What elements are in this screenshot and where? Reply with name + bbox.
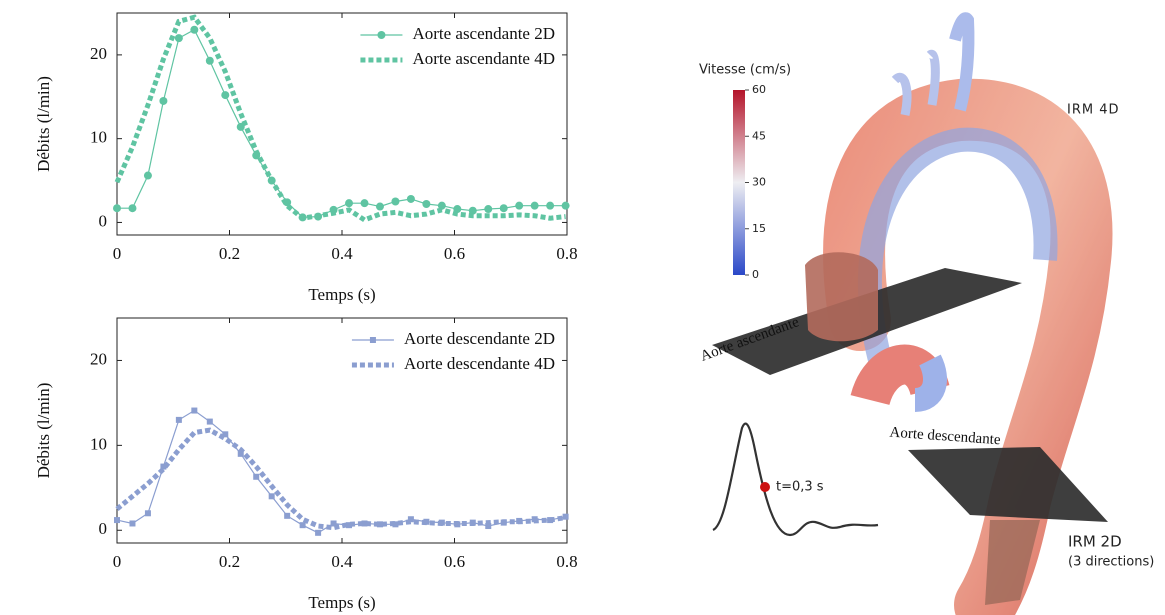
point [129,520,136,527]
point [175,416,182,423]
point [284,512,291,519]
x-tick-label: 0.2 [219,552,240,571]
point [113,204,121,213]
plot-frame [116,317,568,544]
plane-descending [908,447,1108,522]
flow-profile-2d [985,520,1040,605]
y-tick-label: 0 [99,211,108,230]
x-tick-label: 0.4 [331,244,353,263]
waveform [712,422,879,537]
y-tick-label: 10 [90,434,107,453]
point [143,171,152,180]
point [206,418,213,425]
point [128,204,137,213]
label-descending: Aorte descendante [889,425,1001,449]
point [191,407,198,414]
series-line [114,14,566,223]
point [330,520,337,527]
colorbar [733,90,745,275]
x-axis-label: Temps (s) [308,593,375,612]
point [114,517,120,524]
point [315,529,322,536]
y-axis-label: Débits (l/min) [34,76,53,172]
legend-label: Aorte descendante 2D [404,329,555,348]
time-marker [760,482,770,492]
y-tick-label: 20 [90,44,107,63]
colorbar-title: Vitesse (cm/s) [699,63,791,78]
point [562,513,569,520]
x-tick-label: 0.8 [556,244,577,263]
point [253,473,260,480]
colorbar-tick-label: 15 [752,222,766,235]
point [360,199,369,208]
point [468,206,477,215]
point [160,463,167,470]
point [375,202,384,211]
x-tick-label: 0.6 [444,244,465,263]
series-line [115,427,566,531]
point [406,194,415,203]
x-tick-label: 0.6 [444,552,465,571]
point [221,91,230,100]
point [422,200,431,209]
plot-frame [116,12,568,236]
point [361,520,368,527]
x-tick-label: 0 [113,244,122,263]
point [546,201,555,210]
point [437,201,446,210]
colorbar-tick-label: 45 [752,129,766,142]
point [222,431,229,438]
x-tick-label: 0 [113,552,122,571]
point [346,522,353,529]
point [392,521,399,528]
x-tick-label: 0.4 [331,552,353,571]
legend-label: Aorte ascendante 4D [412,49,555,68]
y-tick-label: 0 [99,519,108,538]
point [561,201,570,210]
legend-marker [369,337,376,343]
legend-label: Aorte descendante 4D [404,354,555,373]
point [484,205,493,214]
series-line [116,409,566,534]
point [345,199,354,208]
legend-label: Aorte ascendante 2D [412,24,555,43]
point [237,450,244,457]
y-tick-label: 10 [90,128,107,147]
point [190,25,199,34]
point [299,522,306,529]
flow-profile [805,252,878,342]
label-4d: IRM 4D [1067,103,1120,118]
colorbar-tick-label: 30 [752,176,766,189]
x-axis-label: Temps (s) [308,285,375,304]
point [144,510,151,517]
label-2d-note: (3 directions) [1068,555,1154,570]
point [268,493,275,500]
y-tick-label: 20 [90,349,107,368]
point [407,516,414,523]
label-2d: IRM 2D [1068,533,1122,551]
point [530,201,539,210]
label-time: t=0,3 s [776,480,824,495]
colorbar-tick-label: 60 [752,83,766,96]
x-tick-label: 0.2 [219,244,240,263]
point [515,201,524,210]
point [485,523,492,530]
point [499,204,508,213]
point [159,96,168,105]
point [205,56,214,65]
point [174,34,183,43]
point [391,197,400,206]
y-axis-label: Débits (l/min) [34,383,53,479]
legend-marker [377,31,386,39]
x-tick-label: 0.8 [556,552,577,571]
point [376,521,383,528]
colorbar-tick-label: 0 [752,268,759,281]
